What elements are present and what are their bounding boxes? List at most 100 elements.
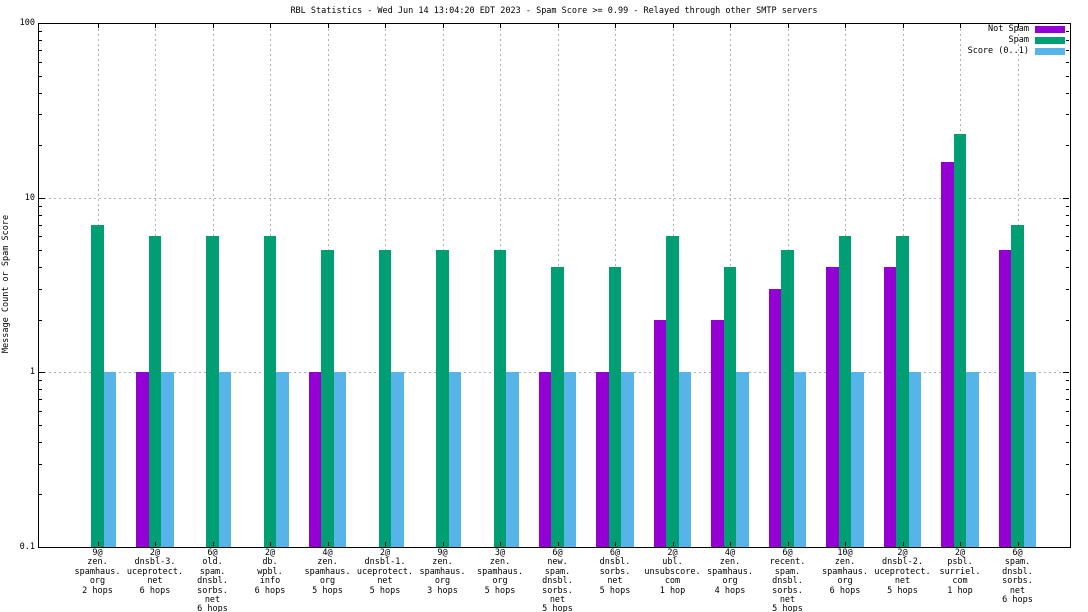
x-tick-mark xyxy=(212,24,214,28)
y-minor-tick-mark xyxy=(39,389,42,391)
bar-score xyxy=(391,372,404,547)
x-tick-label: 6@ recent. spam. dnsbl. sorbs. net 5 hop… xyxy=(769,548,806,612)
x-tick-label: 10@ zen. spamhaus. org 6 hops xyxy=(821,548,869,596)
y-minor-tick-mark xyxy=(39,399,42,401)
x-tick-label: 6@ new. spam. dnsbl. sorbs. net 5 hops xyxy=(542,548,573,612)
y-minor-tick-mark xyxy=(1066,205,1069,207)
chart-title: RBL Statistics - Wed Jun 14 13:04:20 EDT… xyxy=(290,6,818,16)
y-minor-tick-mark xyxy=(1066,214,1069,216)
x-tick-mark xyxy=(155,24,156,28)
x-tick-mark xyxy=(615,542,616,546)
y-minor-tick-mark xyxy=(39,145,42,147)
y-minor-tick-mark xyxy=(1066,61,1069,63)
legend-item-score: Score (0..1) xyxy=(968,46,1065,57)
x-tick-mark xyxy=(212,542,214,546)
x-tick-mark xyxy=(442,24,444,28)
y-tick-label: 10 xyxy=(24,192,35,203)
y-minor-tick-mark xyxy=(1066,145,1069,147)
y-tick-mark xyxy=(39,197,45,199)
x-tick-mark xyxy=(385,542,386,546)
bar-spam xyxy=(608,267,622,547)
bar-spam xyxy=(263,236,277,547)
y-minor-tick-mark xyxy=(39,319,42,321)
plot-border xyxy=(38,23,1071,548)
y-minor-tick-mark xyxy=(1066,224,1069,226)
bar-not-spam xyxy=(883,267,897,547)
y-minor-tick-mark xyxy=(1066,288,1069,290)
bar-not-spam xyxy=(768,288,782,547)
y-minor-tick-mark xyxy=(1066,494,1069,496)
legend-swatch-not-spam-icon xyxy=(1035,26,1065,33)
x-tick-label: 2@ dnsbl-3. uceprotect. net 6 hops xyxy=(126,548,184,596)
y-minor-tick-mark xyxy=(39,267,42,269)
y-minor-tick-mark xyxy=(39,441,42,443)
bar-score xyxy=(678,372,692,547)
y-minor-tick-mark xyxy=(39,39,42,41)
y-minor-tick-mark xyxy=(1066,50,1069,52)
x-tick-label: 4@ zen. spamhaus. org 5 hops xyxy=(304,548,351,596)
bar-spam xyxy=(321,250,334,547)
bar-score xyxy=(506,372,519,547)
bar-spam xyxy=(723,267,737,547)
bar-score xyxy=(966,372,979,547)
bar-spam xyxy=(436,250,449,547)
y-minor-tick-mark xyxy=(1066,463,1069,465)
y-minor-tick-mark xyxy=(39,288,42,290)
bar-score xyxy=(218,372,232,547)
bar-score xyxy=(621,372,634,547)
y-minor-tick-mark xyxy=(39,250,42,252)
x-tick-mark xyxy=(960,542,961,546)
y-tick-label: 0.1 xyxy=(19,542,35,552)
bar-not-spam xyxy=(998,250,1012,547)
y-minor-tick-mark xyxy=(39,214,42,216)
y-tick-mark xyxy=(1063,23,1069,24)
y-tick-mark xyxy=(1063,547,1069,548)
x-tick-label: 2@ ubl. unsubscore. com 1 hop xyxy=(644,548,701,596)
x-tick-mark xyxy=(902,24,904,28)
y-tick-mark xyxy=(39,23,45,24)
bar-not-spam xyxy=(596,372,609,547)
x-tick-mark xyxy=(270,542,271,546)
x-tick-label: 2@ dnsbl-2. uceprotect. net 5 hops xyxy=(874,548,931,596)
legend-label-not-spam: Not Spam xyxy=(988,24,1029,34)
y-minor-tick-mark xyxy=(39,424,42,426)
y-minor-tick-mark xyxy=(39,61,42,63)
bar-spam xyxy=(551,267,564,547)
y-minor-tick-mark xyxy=(1066,319,1069,321)
x-tick-mark xyxy=(385,24,386,28)
y-minor-tick-mark xyxy=(39,463,42,465)
bar-not-spam xyxy=(941,162,954,547)
bar-spam xyxy=(1011,224,1024,547)
x-tick-mark xyxy=(442,542,444,546)
y-minor-tick-mark xyxy=(1066,92,1069,94)
legend-swatch-spam-icon xyxy=(1035,37,1065,44)
y-minor-tick-mark xyxy=(1066,424,1069,426)
y-minor-tick-mark xyxy=(39,114,42,116)
bar-not-spam xyxy=(653,319,667,547)
bar-score xyxy=(161,372,174,547)
bar-score xyxy=(736,372,749,547)
y-minor-tick-mark xyxy=(1066,267,1069,269)
y-minor-tick-mark xyxy=(39,75,42,77)
y-tick-mark xyxy=(39,547,45,548)
x-tick-mark xyxy=(787,542,789,546)
gridline-y xyxy=(39,197,1069,199)
bar-spam xyxy=(666,236,679,547)
legend-item-spam: Spam xyxy=(968,35,1065,46)
bar-score xyxy=(851,372,864,547)
x-tick-label: 6@ dnsbl. sorbs. net 5 hops xyxy=(599,548,631,596)
y-minor-tick-mark xyxy=(39,30,42,32)
legend-item-not-spam: Not Spam xyxy=(968,24,1065,35)
x-tick-mark xyxy=(270,24,271,28)
y-minor-tick-mark xyxy=(39,380,42,382)
bar-score xyxy=(793,372,807,547)
x-tick-mark xyxy=(787,24,789,28)
x-tick-label: 4@ zen. spamhaus. org 4 hops xyxy=(706,548,754,596)
x-tick-mark xyxy=(557,24,559,28)
bar-not-spam xyxy=(308,372,322,547)
y-minor-tick-mark xyxy=(39,50,42,52)
y-tick-mark xyxy=(1063,197,1069,199)
y-minor-tick-mark xyxy=(1066,380,1069,382)
bar-spam xyxy=(953,134,967,547)
